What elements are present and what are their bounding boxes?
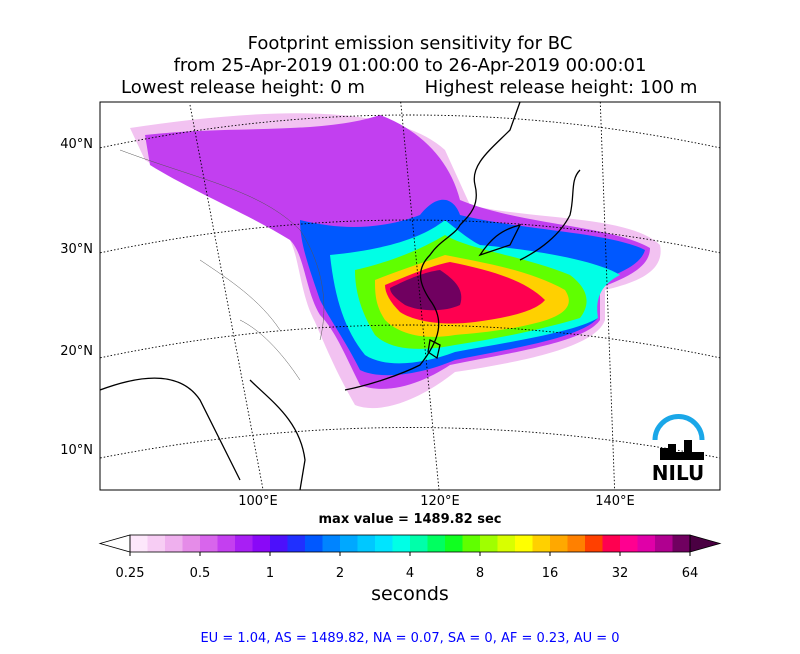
title-line: Footprint emission sensitivity for BC xyxy=(248,33,573,54)
colorbar-bin xyxy=(462,535,481,552)
logo-text: NILU xyxy=(652,461,704,485)
colorbar-tick-label: 2 xyxy=(336,566,344,581)
lon-label: 140°E xyxy=(595,494,635,509)
map-frame xyxy=(99,101,721,491)
colorbar-extend-under xyxy=(98,534,131,553)
lon-label: 120°E xyxy=(420,494,460,509)
colorbar-bin xyxy=(287,535,306,552)
colorbar: 0.25 0.5 1 2 4 8 16 32 64 xyxy=(98,534,722,581)
map: NILU xyxy=(100,102,720,490)
colorbar-extend-over xyxy=(689,534,722,553)
release-lowest: Lowest release height: 0 m xyxy=(121,77,365,98)
colorbar-bin xyxy=(375,535,393,552)
colorbar-bin xyxy=(270,535,288,552)
colorbar-bin xyxy=(445,535,463,552)
colorbar-tick-label: 0.25 xyxy=(116,566,145,581)
colorbar-bin xyxy=(357,535,376,552)
logo: NILU xyxy=(650,414,705,485)
colorbar-bin xyxy=(235,535,253,552)
colorbar-bin xyxy=(567,535,586,552)
colorbar-bin xyxy=(305,535,323,552)
lat-label: 30°N xyxy=(60,242,93,257)
colorbar-bin xyxy=(497,535,516,552)
colorbar-bin xyxy=(602,535,621,552)
footer-stats: EU = 1.04, AS = 1489.82, NA = 0.07, SA =… xyxy=(200,631,619,646)
lat-label: 10°N xyxy=(60,443,93,458)
colorbar-bin xyxy=(410,535,428,552)
colorbar-bin xyxy=(585,535,603,552)
colorbar-tick-label: 32 xyxy=(612,566,629,581)
colorbar-bin xyxy=(480,535,498,552)
colorbar-bin xyxy=(672,535,691,552)
max-value: max value = 1489.82 sec xyxy=(319,512,502,527)
colorbar-bin xyxy=(182,535,201,552)
colorbar-bin xyxy=(322,535,341,552)
colorbar-bin xyxy=(165,535,183,552)
title-line: from 25-Apr-2019 01:00:00 to 26-Apr-2019… xyxy=(174,55,647,76)
colorbar-bin xyxy=(620,535,638,552)
colorbar-bin xyxy=(200,535,218,552)
colorbar-bin xyxy=(637,535,656,552)
colorbar-tick-label: 8 xyxy=(476,566,484,581)
colorbar-bin xyxy=(427,535,446,552)
colorbar-tick-label: 0.5 xyxy=(190,566,211,581)
colorbar-bin xyxy=(392,535,411,552)
lat-label: 40°N xyxy=(60,137,93,152)
colorbar-bin xyxy=(147,535,166,552)
colorbar-tick-label: 4 xyxy=(406,566,414,581)
colorbar-bin xyxy=(217,535,236,552)
colorbar-label: seconds xyxy=(371,583,449,605)
colorbar-bin xyxy=(340,535,358,552)
colorbar-bin xyxy=(252,535,271,552)
colorbar-tick-label: 16 xyxy=(542,566,559,581)
lon-label: 100°E xyxy=(238,494,278,509)
colorbar-bin xyxy=(655,535,673,552)
lat-label: 20°N xyxy=(60,344,93,359)
colorbar-bin xyxy=(515,535,533,552)
colorbar-bin xyxy=(130,535,148,552)
colorbar-tick-label: 1 xyxy=(266,566,274,581)
release-highest: Highest release height: 100 m xyxy=(425,77,698,98)
colorbar-bin xyxy=(550,535,568,552)
colorbar-tick-label: 64 xyxy=(682,566,699,581)
colorbar-bin xyxy=(532,535,551,552)
